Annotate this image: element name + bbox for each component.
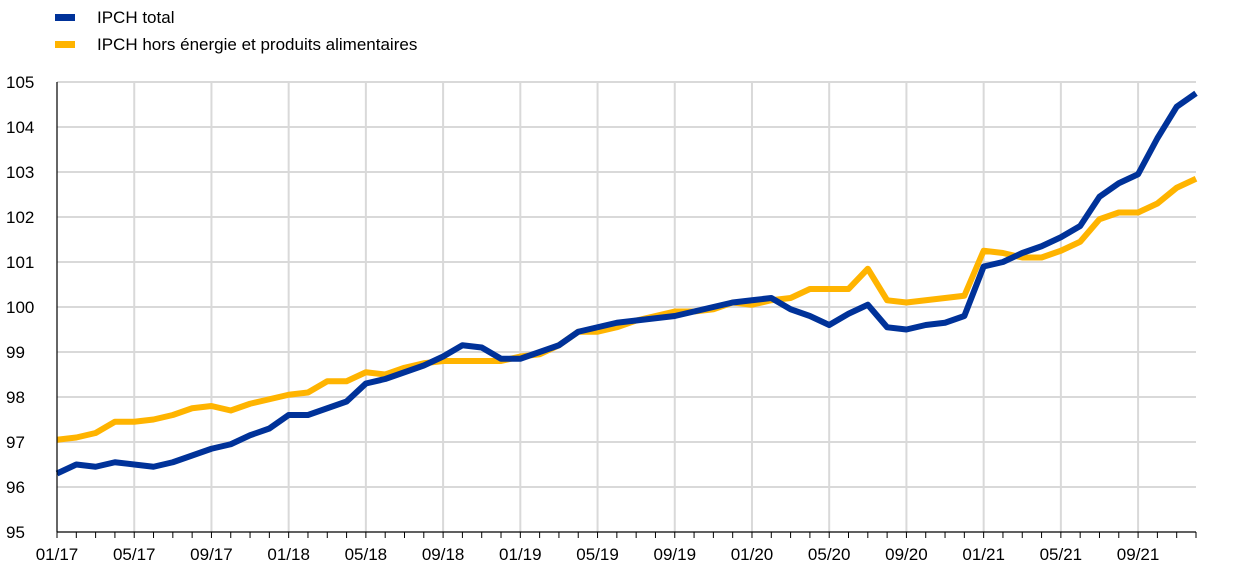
series-lines (55, 90, 1198, 477)
x-tick-labels: 01/17 05/17 09/17 01/18 05/18 09/18 01/19 05/19… (36, 545, 1160, 564)
x-tick-label: 09/19 (653, 545, 696, 564)
y-tick-label: 105 (6, 73, 34, 92)
y-tick-labels: 95 96 97 98 99 100 101 102 103 104 105 (6, 73, 34, 542)
y-tick-label: 101 (6, 253, 34, 272)
x-tick-label: 05/18 (345, 545, 388, 564)
x-tick-label: 05/19 (576, 545, 619, 564)
y-tick-label: 98 (6, 388, 25, 407)
y-tick-label: 96 (6, 478, 25, 497)
gridlines (57, 81, 1196, 532)
x-tick-label: 05/20 (808, 545, 851, 564)
legend-item-core: IPCH hors énergie et produits alimentair… (55, 31, 417, 58)
x-tick-label: 01/20 (731, 545, 774, 564)
x-tick-label: 05/21 (1040, 545, 1083, 564)
x-tick-label: 01/19 (499, 545, 542, 564)
axes (56, 82, 1197, 538)
x-tick-label: 05/17 (113, 545, 156, 564)
legend-swatch-core (55, 41, 75, 48)
x-tick-label: 01/21 (962, 545, 1005, 564)
y-tick-label: 95 (6, 523, 25, 542)
x-tick-label: 09/20 (885, 545, 928, 564)
x-tick-label: 09/21 (1117, 545, 1160, 564)
legend: IPCH total IPCH hors énergie et produits… (55, 4, 417, 58)
x-tick-label: 09/17 (190, 545, 233, 564)
x-tick-label: 09/18 (422, 545, 465, 564)
x-tick-label: 01/17 (36, 545, 79, 564)
legend-label-total: IPCH total (97, 7, 175, 27)
y-tick-label: 97 (6, 433, 25, 452)
series-line-total (55, 90, 1198, 477)
y-tick-label: 99 (6, 343, 25, 362)
y-tick-label: 100 (6, 298, 34, 317)
y-tick-label: 103 (6, 163, 34, 182)
legend-label-core: IPCH hors énergie et produits alimentair… (97, 34, 418, 54)
y-tick-label: 104 (6, 118, 34, 137)
y-tick-label: 102 (6, 208, 34, 227)
legend-swatch-total (55, 14, 75, 21)
x-tick-label: 01/18 (267, 545, 310, 564)
legend-item-total: IPCH total (55, 4, 417, 31)
